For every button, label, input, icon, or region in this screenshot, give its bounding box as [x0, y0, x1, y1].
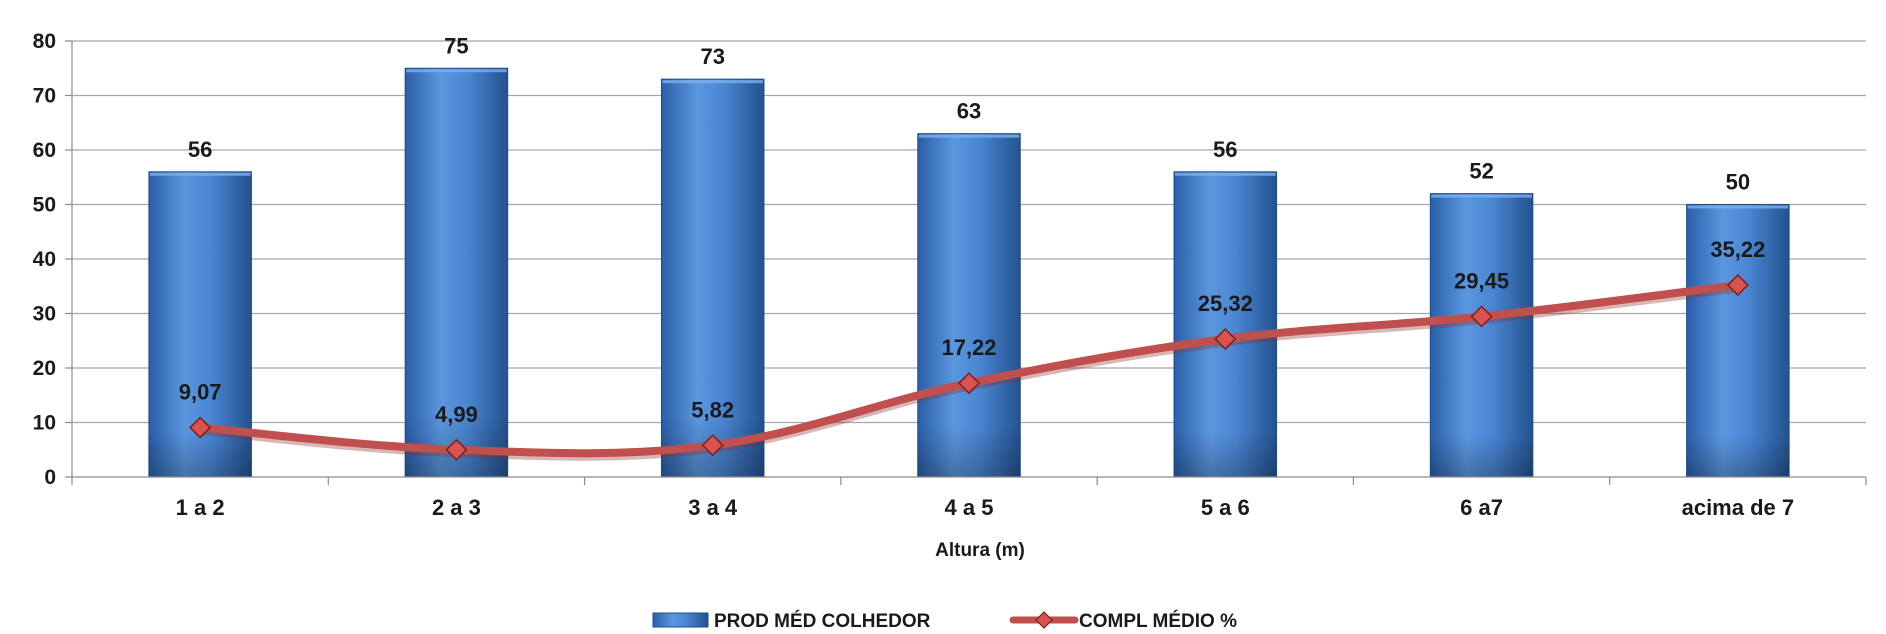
y-tick-label: 60: [33, 139, 56, 162]
x-tick-label: 4 a 5: [945, 495, 994, 520]
x-tick-label: 6 a7: [1460, 495, 1503, 520]
x-tick-label: 2 a 3: [432, 495, 481, 520]
bar-top-highlight: [918, 134, 1020, 138]
bar-data-label: 75: [444, 33, 468, 58]
bar-top-highlight: [662, 80, 763, 84]
bar-top-highlight: [1687, 205, 1789, 209]
legend-label: COMPL MÉDIO %: [1079, 610, 1237, 632]
y-tick-label: 70: [33, 85, 56, 108]
line-point: [1726, 273, 1749, 297]
y-axis: 0 10 20 30 40 50 60 70 80: [33, 30, 73, 489]
line-data-label: 29,45: [1454, 268, 1509, 293]
bar-shade: [917, 133, 1021, 477]
legend-bar-swatch: [652, 612, 709, 628]
line-data-label: 35,22: [1710, 237, 1765, 262]
bar-shade: [405, 68, 508, 477]
line-data-label: 25,32: [1198, 291, 1253, 316]
line-data-label: 17,22: [941, 335, 996, 360]
x-tick-label: 3 a 4: [688, 495, 738, 520]
x-axis-title: Altura (m): [935, 540, 1025, 561]
x-axis: 1 a 2 2 a 3 3 a 4 4 a 5 5 a 6 6 a7 acima de 7: [71, 476, 1867, 520]
bar-shade: [1174, 171, 1277, 478]
bar-data-label: 56: [188, 137, 212, 162]
line-point: [1470, 305, 1493, 328]
x-tick-label: 5 a 6: [1201, 495, 1250, 520]
bar-shade: [1686, 204, 1790, 477]
bar-top-highlight: [149, 172, 251, 176]
line-point: [189, 416, 212, 439]
bar-data-label: 50: [1726, 170, 1750, 195]
line-data-label: 5,82: [691, 397, 734, 422]
bar-data-label: 56: [1213, 137, 1237, 162]
y-tick-label: 10: [33, 412, 56, 435]
line-data-label: 4,99: [435, 402, 478, 427]
legend-line-marker: [1035, 611, 1053, 629]
line-series: 9,07 4,99 5,82 17,22 25,32 29,45 35,22: [179, 237, 1765, 461]
y-tick-label: 40: [33, 248, 56, 271]
bar-data-label: 73: [700, 44, 724, 69]
bar-top-highlight: [1431, 194, 1532, 198]
x-tick-label: acima de 7: [1682, 495, 1795, 520]
bar-series: 56 75 73 63 56 52 50: [148, 33, 1790, 478]
bar-shade: [661, 79, 764, 478]
bar-shade: [1430, 193, 1533, 477]
line-point: [701, 434, 724, 457]
bar-data-label: 52: [1469, 159, 1493, 184]
y-tick-label: 30: [33, 303, 56, 326]
line-point: [957, 372, 981, 395]
line-point: [445, 438, 468, 461]
x-tick-label: 1 a 2: [176, 495, 225, 520]
y-tick-label: 50: [33, 194, 56, 217]
legend: PROD MÉD COLHEDOR COMPL MÉDIO %: [652, 610, 1237, 632]
bar-data-label: 63: [957, 99, 981, 124]
y-tick-label: 20: [33, 357, 56, 380]
bar-top-highlight: [406, 69, 507, 73]
line-data-label: 9,07: [179, 380, 222, 405]
y-tick-label: 0: [44, 466, 56, 489]
legend-label: PROD MÉD COLHEDOR: [714, 610, 931, 632]
y-tick-label: 80: [33, 30, 56, 53]
bar-top-highlight: [1175, 172, 1276, 176]
line-point: [1214, 327, 1237, 351]
